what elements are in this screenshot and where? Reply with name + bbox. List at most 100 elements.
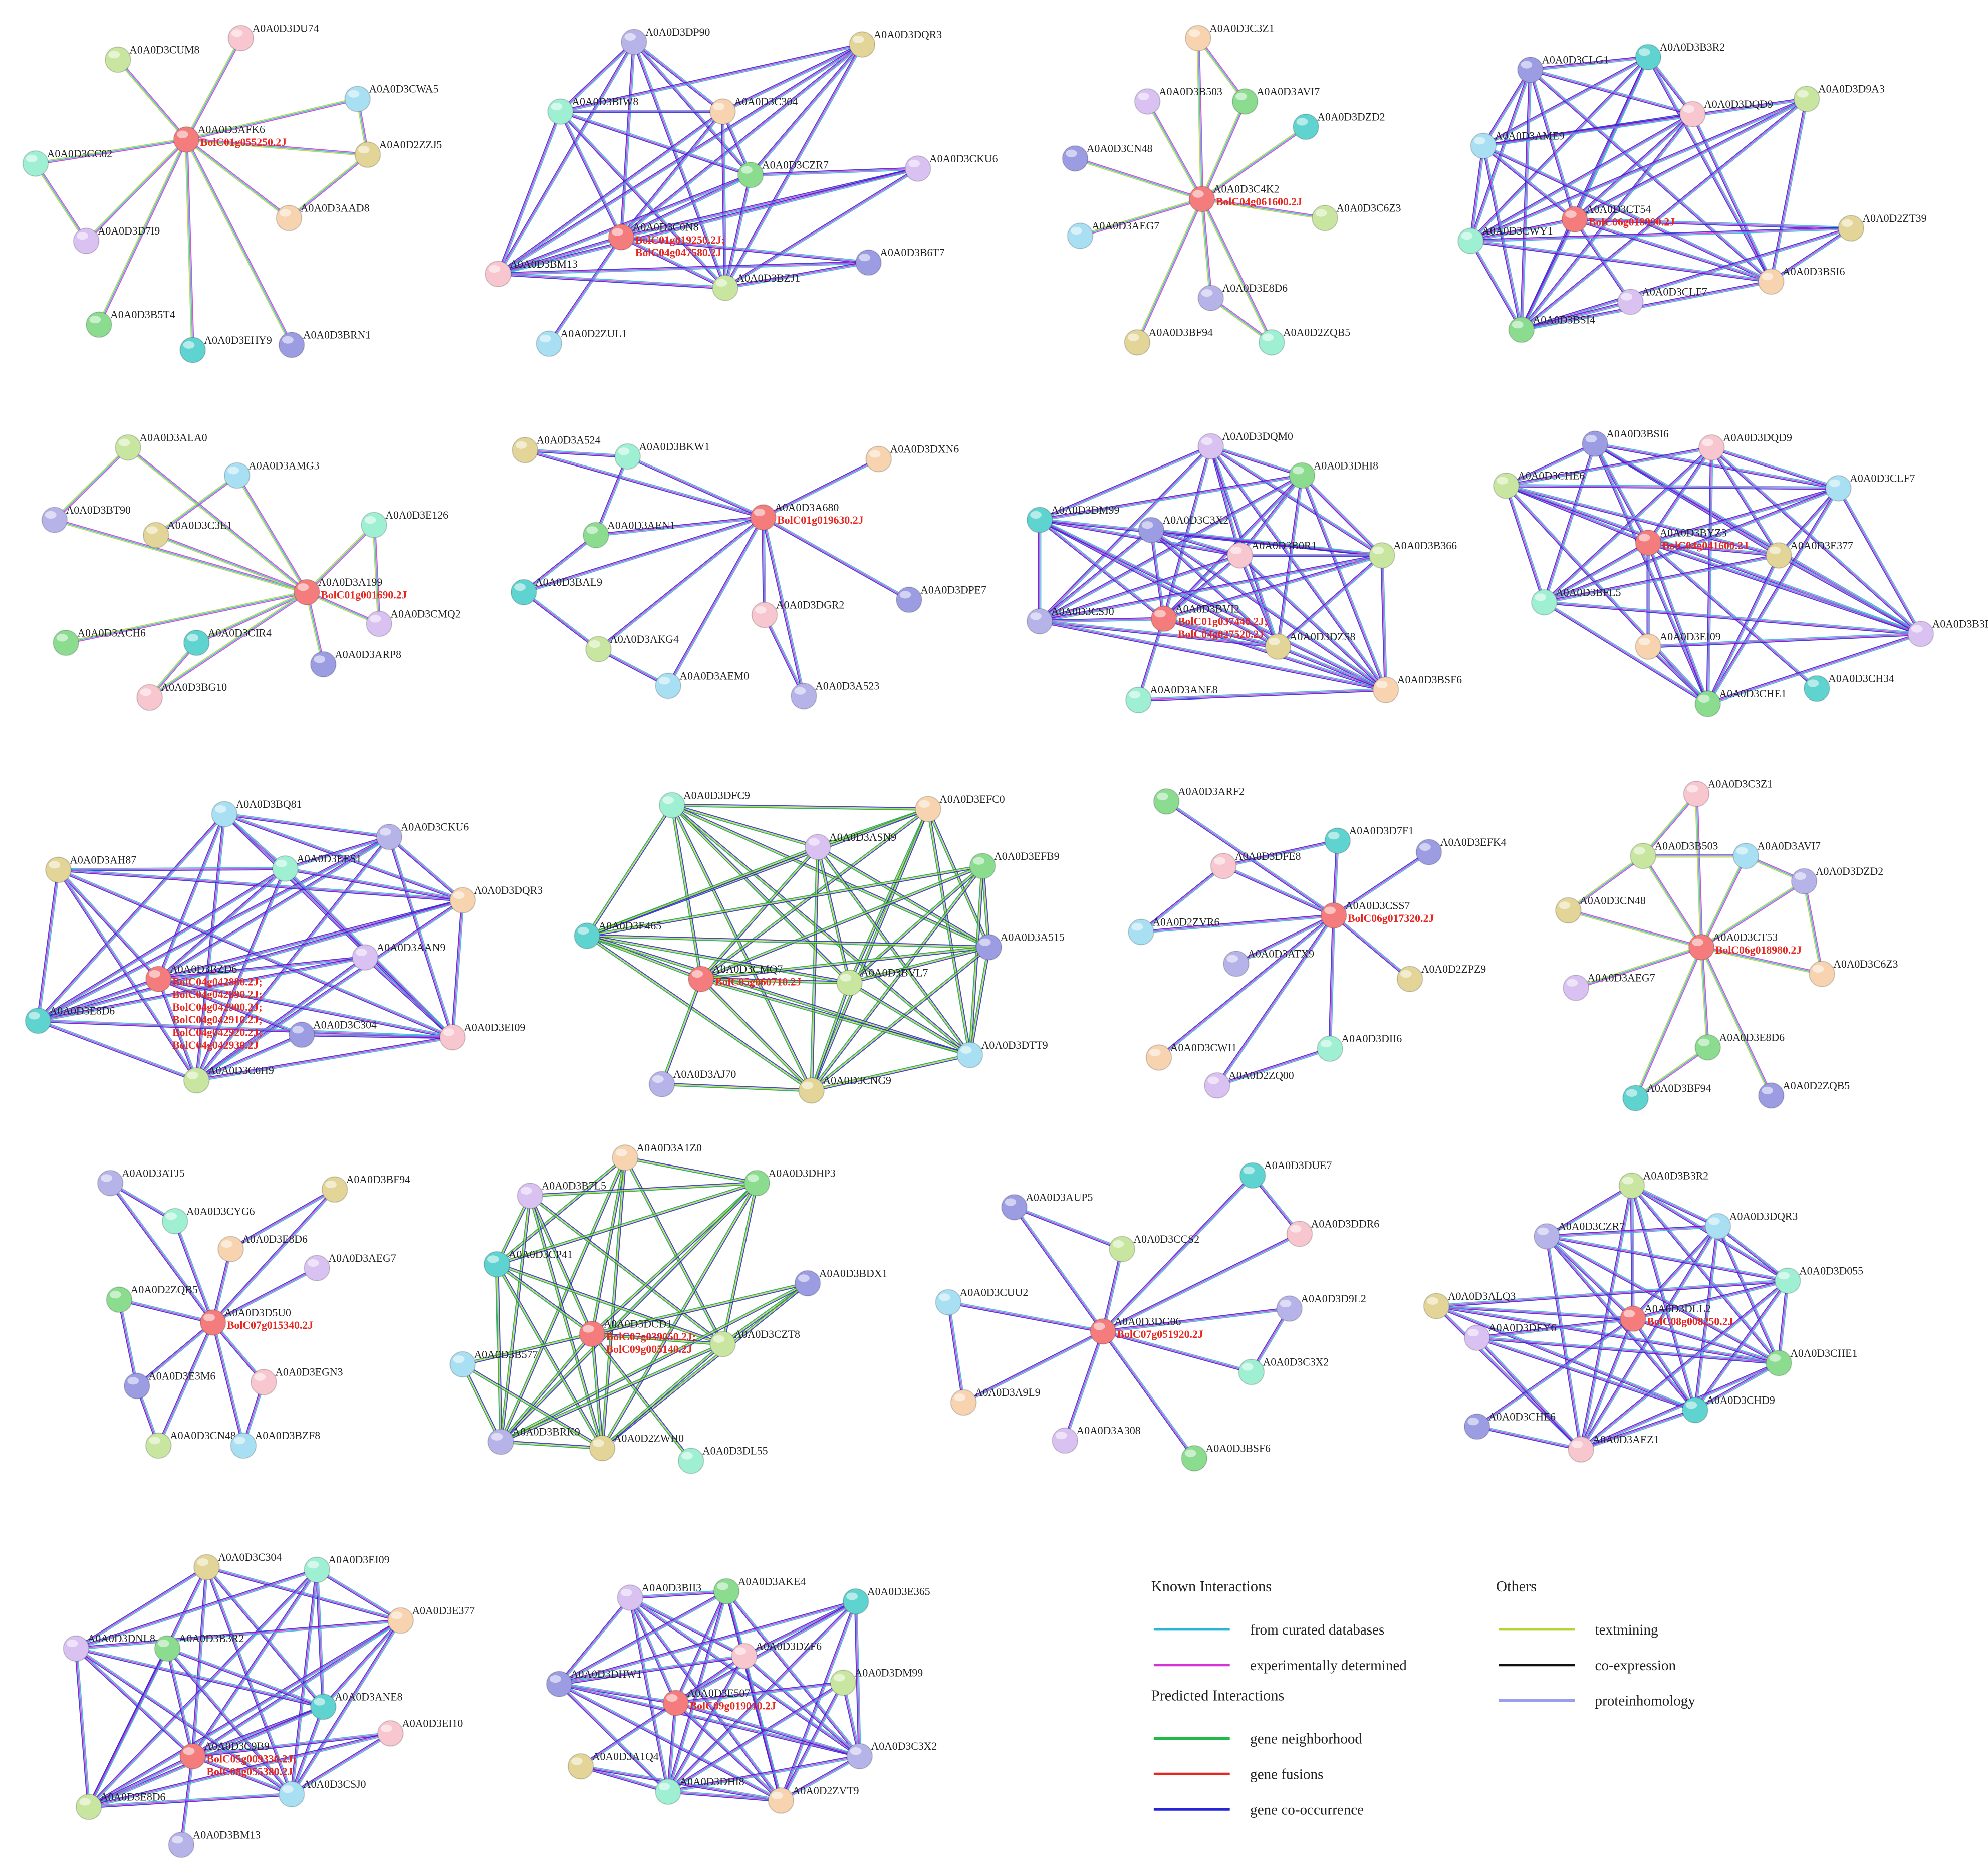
edge: [597, 516, 763, 649]
node-highlight: [1736, 847, 1748, 855]
edge: [1436, 1306, 1779, 1365]
node-label: A0A0D3C3Z1: [1708, 778, 1773, 790]
edge: [849, 865, 983, 983]
edge: [667, 1601, 856, 1792]
node: [354, 141, 381, 168]
edge: [1576, 947, 1702, 989]
edge: [1039, 475, 1303, 521]
edge: [1151, 529, 1240, 556]
node-label: A0A0D3A515: [1001, 931, 1065, 944]
node-highlight: [771, 1791, 783, 1799]
edge: [1546, 1236, 1696, 1411]
node: [614, 443, 641, 470]
edge: [1530, 69, 1575, 220]
edge: [675, 1600, 856, 1703]
node: [1062, 145, 1089, 172]
node-highlight: [1157, 792, 1168, 800]
edge: [191, 1569, 317, 1756]
node: [1563, 975, 1589, 1001]
edge: [1702, 946, 1773, 1095]
edge: [633, 42, 722, 113]
edge: [627, 457, 763, 519]
node-highlight: [1207, 1076, 1219, 1084]
edge: [1476, 1426, 1581, 1450]
edge: [1200, 199, 1272, 343]
edge: [724, 261, 869, 288]
edge: [946, 1302, 963, 1403]
edge: [1700, 880, 1804, 947]
node-highlight: [908, 159, 920, 168]
edge: [185, 37, 240, 139]
node-label: A0A0D3CHD9: [1706, 1394, 1775, 1406]
edge: [158, 898, 463, 979]
edge: [1152, 530, 1166, 619]
edge: [948, 1300, 1104, 1331]
edge: [498, 263, 869, 276]
edge: [598, 648, 669, 686]
edge: [1039, 621, 1386, 690]
node-highlight: [1807, 679, 1819, 687]
edge: [810, 946, 989, 1090]
edge: [38, 899, 463, 1022]
edge: [1546, 1237, 1788, 1283]
edge: [291, 1732, 390, 1794]
edge: [1103, 1234, 1301, 1333]
edge: [1039, 529, 1151, 621]
node: [1128, 918, 1154, 946]
edge: [1648, 645, 1709, 704]
edge: [849, 982, 970, 1056]
gene-label: BolC01g037440.2J;: [1178, 616, 1268, 628]
edge: [744, 1655, 861, 1756]
edge: [726, 1591, 860, 1757]
node-highlight: [77, 232, 88, 240]
edge: [1201, 199, 1211, 298]
edge: [854, 1601, 859, 1756]
edge: [192, 1755, 292, 1795]
node-label: A0A0D3B0R1: [1252, 540, 1317, 552]
node-highlight: [1621, 293, 1633, 301]
node: [387, 1607, 414, 1634]
edge: [1574, 113, 1693, 220]
edge: [224, 812, 463, 900]
edge: [524, 450, 764, 519]
node: [1517, 56, 1544, 83]
node-label: A0A0D2ZVR6: [1152, 916, 1219, 928]
edge: [501, 1440, 603, 1448]
node-highlight: [28, 1012, 40, 1020]
edge: [500, 1282, 808, 1442]
edge: [1646, 543, 1707, 705]
edge: [1595, 443, 1650, 543]
edge: [700, 978, 812, 1091]
edge: [1632, 1279, 1788, 1318]
edge: [559, 1682, 676, 1703]
node: [288, 1021, 315, 1048]
node: [1463, 1413, 1490, 1440]
edge: [196, 868, 286, 1081]
node-highlight: [754, 508, 766, 516]
node: [1153, 788, 1180, 815]
node: [1001, 1194, 1028, 1221]
edge: [1506, 485, 1779, 556]
edge: [1040, 446, 1212, 522]
edge: [530, 1184, 757, 1198]
edge: [587, 847, 819, 938]
edge: [57, 870, 196, 1081]
gene-label: BolC05g060710.2J: [715, 976, 801, 988]
edge: [306, 592, 379, 626]
edge: [725, 1591, 859, 1757]
edge: [498, 1263, 604, 1448]
edge: [168, 1647, 293, 1794]
edge: [1201, 199, 1325, 220]
edge: [558, 1596, 630, 1684]
node-label: A0A0D3ASN9: [829, 831, 896, 843]
node-label: A0A0D3C6Z3: [1336, 202, 1401, 214]
node-highlight: [1071, 226, 1082, 235]
edge: [1380, 555, 1385, 690]
edge: [558, 1684, 781, 1802]
edge: [461, 1365, 602, 1450]
node: [1758, 268, 1785, 295]
edge: [559, 1682, 782, 1800]
edge: [559, 1683, 782, 1801]
edge: [187, 139, 194, 350]
